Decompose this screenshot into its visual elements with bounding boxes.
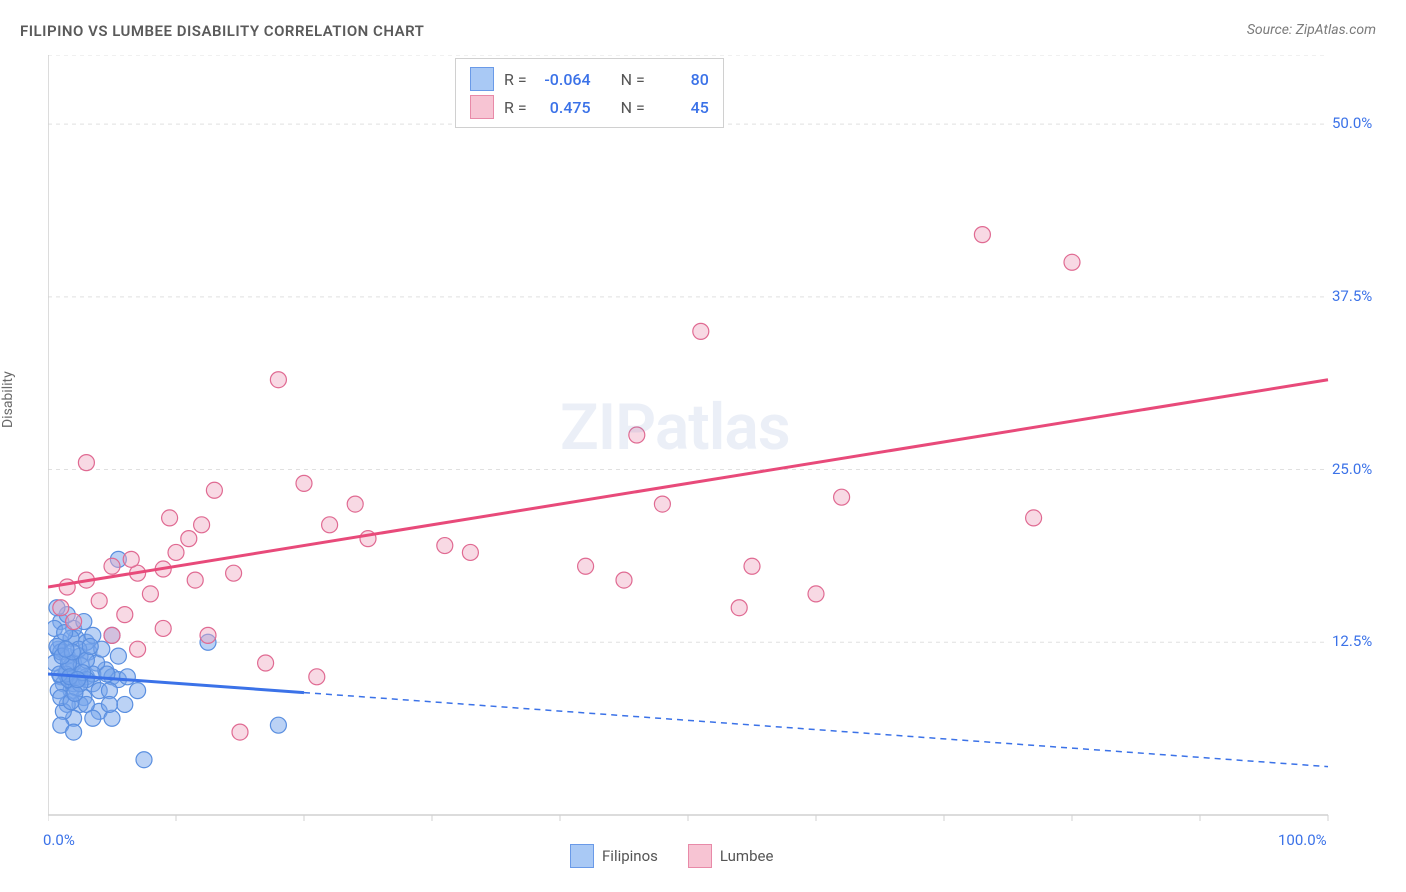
y-axis-tick-label: 50.0%	[1332, 114, 1372, 132]
legend-n-value: 80	[655, 70, 709, 89]
legend-item-lumbee: Lumbee	[688, 844, 774, 868]
chart-container: FILIPINO VS LUMBEE DISABILITY CORRELATIO…	[0, 0, 1406, 892]
series-legend: Filipinos Lumbee	[570, 844, 773, 868]
x-axis-max-label: 100.0%	[1278, 831, 1327, 849]
chart-title: FILIPINO VS LUMBEE DISABILITY CORRELATIO…	[20, 22, 424, 40]
legend-row-lumbee: R = 0.475 N = 45	[470, 93, 709, 121]
legend-n-value: 45	[655, 98, 709, 117]
y-axis-tick-label: 12.5%	[1332, 632, 1372, 650]
legend-swatch-lumbee	[470, 95, 494, 119]
legend-r-label: R =	[504, 98, 527, 117]
legend-row-filipinos: R = -0.064 N = 80	[470, 65, 709, 93]
source-label: Source: ZipAtlas.com	[1247, 22, 1376, 38]
chart-area	[48, 55, 1378, 825]
legend-n-label: N =	[621, 98, 645, 117]
y-axis-tick-label: 25.0%	[1332, 460, 1372, 478]
x-axis-min-label: 0.0%	[43, 831, 75, 849]
legend-swatch-filipinos	[470, 67, 494, 91]
legend-label: Lumbee	[720, 847, 774, 865]
legend-r-label: R =	[504, 70, 527, 89]
legend-r-value: 0.475	[537, 98, 591, 117]
scatter-chart-svg	[48, 55, 1378, 825]
legend-swatch-icon	[570, 844, 594, 868]
legend-label: Filipinos	[602, 847, 658, 865]
legend-n-label: N =	[621, 70, 645, 89]
legend-item-filipinos: Filipinos	[570, 844, 658, 868]
legend-swatch-icon	[688, 844, 712, 868]
legend-r-value: -0.064	[537, 70, 591, 89]
y-axis-label: Disability	[0, 371, 16, 428]
correlation-legend: R = -0.064 N = 80 R = 0.475 N = 45	[455, 58, 724, 128]
y-axis-tick-label: 37.5%	[1332, 287, 1372, 305]
